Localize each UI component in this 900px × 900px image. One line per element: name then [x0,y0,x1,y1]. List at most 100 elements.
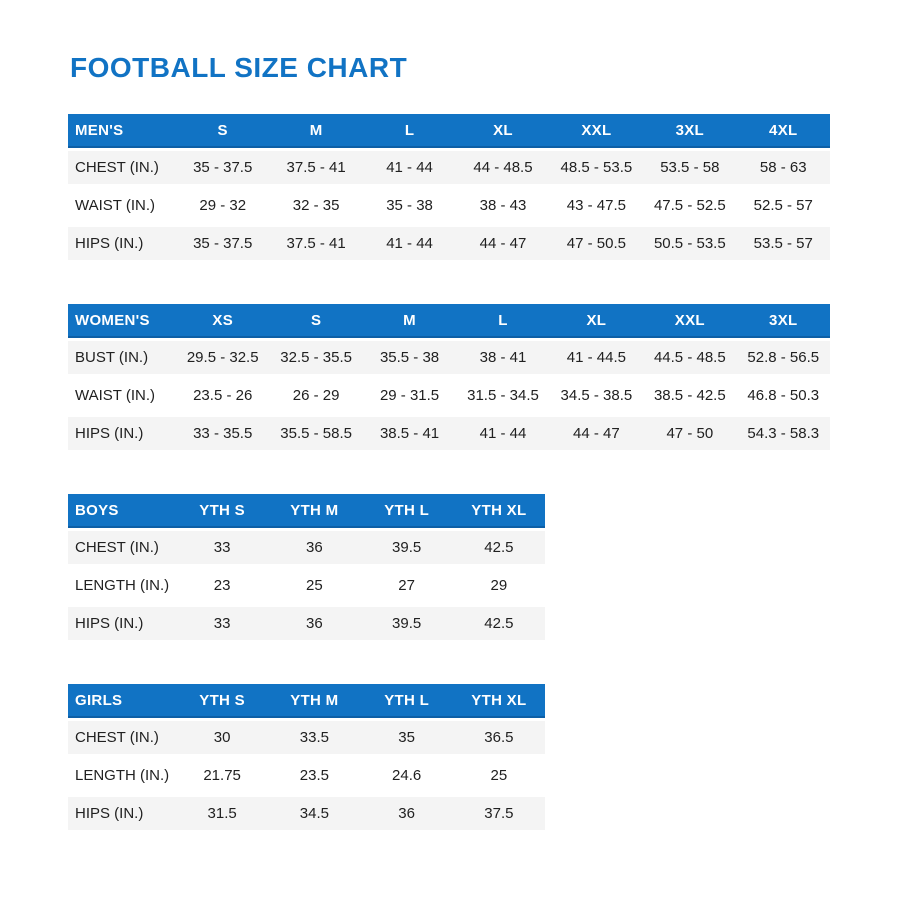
measurement-value: 29 - 32 [176,189,270,227]
measurement-value: 38 - 41 [456,338,550,379]
measurement-value: 34.5 - 38.5 [549,379,644,417]
size-column-header: XXL [643,304,737,338]
mens-size-table: MEN'S S M L XL XXL 3XL 4XL CHEST (IN.) 35 - 37.5 3… [68,114,830,265]
measurement-value: 31.5 - 34.5 [456,379,550,417]
measurement-value: 36 [360,797,453,835]
measurement-value: 38 - 43 [456,189,550,227]
size-column-header: XL [549,304,644,338]
measurement-value: 32.5 - 35.5 [269,338,363,379]
measurement-label: CHEST (IN.) [68,528,176,569]
measurement-label: HIPS (IN.) [68,607,176,645]
measurement-value: 35 [360,718,453,759]
measurement-value: 33 [176,607,269,645]
measurement-value: 35 - 37.5 [176,227,270,265]
measurement-value: 31.5 [176,797,269,835]
measurement-value: 33 - 35.5 [176,417,270,455]
measurement-row: HIPS (IN.) 33 - 35.5 35.5 - 58.5 38.5 - 41 4… [68,417,830,455]
measurement-value: 37.5 [452,797,545,835]
measurement-row: WAIST (IN.) 23.5 - 26 26 - 29 29 - 31.5 31.5… [68,379,830,417]
measurement-label: BUST (IN.) [68,338,176,379]
measurement-value: 30 [176,718,269,759]
boys-size-table: BOYS YTH S YTH M YTH L YTH XL CHEST (IN.) 33 36… [68,494,545,645]
size-column-header: YTH M [268,684,361,718]
measurement-value: 23 [176,569,269,607]
size-column-header: XS [176,304,270,338]
header-row: MEN'S S M L XL XXL 3XL 4XL [68,114,830,148]
measurement-value: 36 [268,528,361,569]
girls-size-table: GIRLS YTH S YTH M YTH L YTH XL CHEST (IN.) 30 3… [68,684,545,835]
size-column-header: M [269,114,363,148]
measurement-value: 25 [452,759,545,797]
measurement-value: 44 - 48.5 [456,148,550,189]
measurement-value: 27 [360,569,453,607]
measurement-value: 29 - 31.5 [362,379,457,417]
measurement-value: 53.5 - 57 [736,227,830,265]
size-column-header: 3XL [643,114,737,148]
measurement-label: CHEST (IN.) [68,718,176,759]
size-column-header: YTH L [360,494,453,528]
measurement-row: LENGTH (IN.) 23 25 27 29 [68,569,545,607]
measurement-value: 43 - 47.5 [549,189,644,227]
measurement-value: 29.5 - 32.5 [176,338,270,379]
measurement-value: 42.5 [452,528,545,569]
group-label: BOYS [68,494,176,528]
measurement-value: 46.8 - 50.3 [736,379,830,417]
measurement-value: 25 [268,569,361,607]
measurement-value: 58 - 63 [736,148,830,189]
measurement-row: LENGTH (IN.) 21.75 23.5 24.6 25 [68,759,545,797]
header-row: WOMEN'S XS S M L XL XXL 3XL [68,304,830,338]
measurement-value: 33.5 [268,718,361,759]
group-label: MEN'S [68,114,176,148]
size-column-header: 4XL [736,114,830,148]
womens-size-table: WOMEN'S XS S M L XL XXL 3XL BUST (IN.) 29.5 - 32.… [68,304,830,455]
measurement-row: CHEST (IN.) 33 36 39.5 42.5 [68,528,545,569]
measurement-row: HIPS (IN.) 33 36 39.5 42.5 [68,607,545,645]
measurement-value: 53.5 - 58 [643,148,737,189]
measurement-row: HIPS (IN.) 35 - 37.5 37.5 - 41 41 - 44 44 - … [68,227,830,265]
measurement-label: CHEST (IN.) [68,148,176,189]
measurement-value: 44 - 47 [456,227,550,265]
measurement-value: 41 - 44 [362,227,457,265]
size-column-header: XXL [549,114,644,148]
measurement-value: 38.5 - 41 [362,417,457,455]
size-column-header: YTH L [360,684,453,718]
measurement-label: WAIST (IN.) [68,379,176,417]
header-row: GIRLS YTH S YTH M YTH L YTH XL [68,684,545,718]
measurement-value: 39.5 [360,528,453,569]
measurement-value: 37.5 - 41 [269,148,363,189]
header-row: BOYS YTH S YTH M YTH L YTH XL [68,494,545,528]
size-column-header: YTH XL [452,684,545,718]
measurement-label: HIPS (IN.) [68,797,176,835]
size-column-header: XL [456,114,550,148]
size-column-header: M [362,304,457,338]
measurement-row: WAIST (IN.) 29 - 32 32 - 35 35 - 38 38 - 43 4… [68,189,830,227]
measurement-label: LENGTH (IN.) [68,759,176,797]
measurement-value: 24.6 [360,759,453,797]
measurement-value: 32 - 35 [269,189,363,227]
measurement-value: 26 - 29 [269,379,363,417]
measurement-label: LENGTH (IN.) [68,569,176,607]
measurement-value: 39.5 [360,607,453,645]
measurement-value: 37.5 - 41 [269,227,363,265]
measurement-value: 35 - 38 [362,189,457,227]
measurement-value: 34.5 [268,797,361,835]
size-column-header: S [176,114,270,148]
measurement-value: 44 - 47 [549,417,644,455]
measurement-value: 23.5 [268,759,361,797]
measurement-value: 54.3 - 58.3 [736,417,830,455]
measurement-label: WAIST (IN.) [68,189,176,227]
measurement-value: 42.5 [452,607,545,645]
measurement-row: HIPS (IN.) 31.5 34.5 36 37.5 [68,797,545,835]
measurement-value: 35.5 - 58.5 [269,417,363,455]
measurement-value: 41 - 44 [362,148,457,189]
size-column-header: YTH XL [452,494,545,528]
size-column-header: YTH S [176,494,269,528]
size-column-header: S [269,304,363,338]
measurement-label: HIPS (IN.) [68,417,176,455]
size-column-header: 3XL [736,304,830,338]
measurement-value: 36 [268,607,361,645]
measurement-value: 23.5 - 26 [176,379,270,417]
measurement-row: CHEST (IN.) 35 - 37.5 37.5 - 41 41 - 44 44 -… [68,148,830,189]
measurement-row: CHEST (IN.) 30 33.5 35 36.5 [68,718,545,759]
